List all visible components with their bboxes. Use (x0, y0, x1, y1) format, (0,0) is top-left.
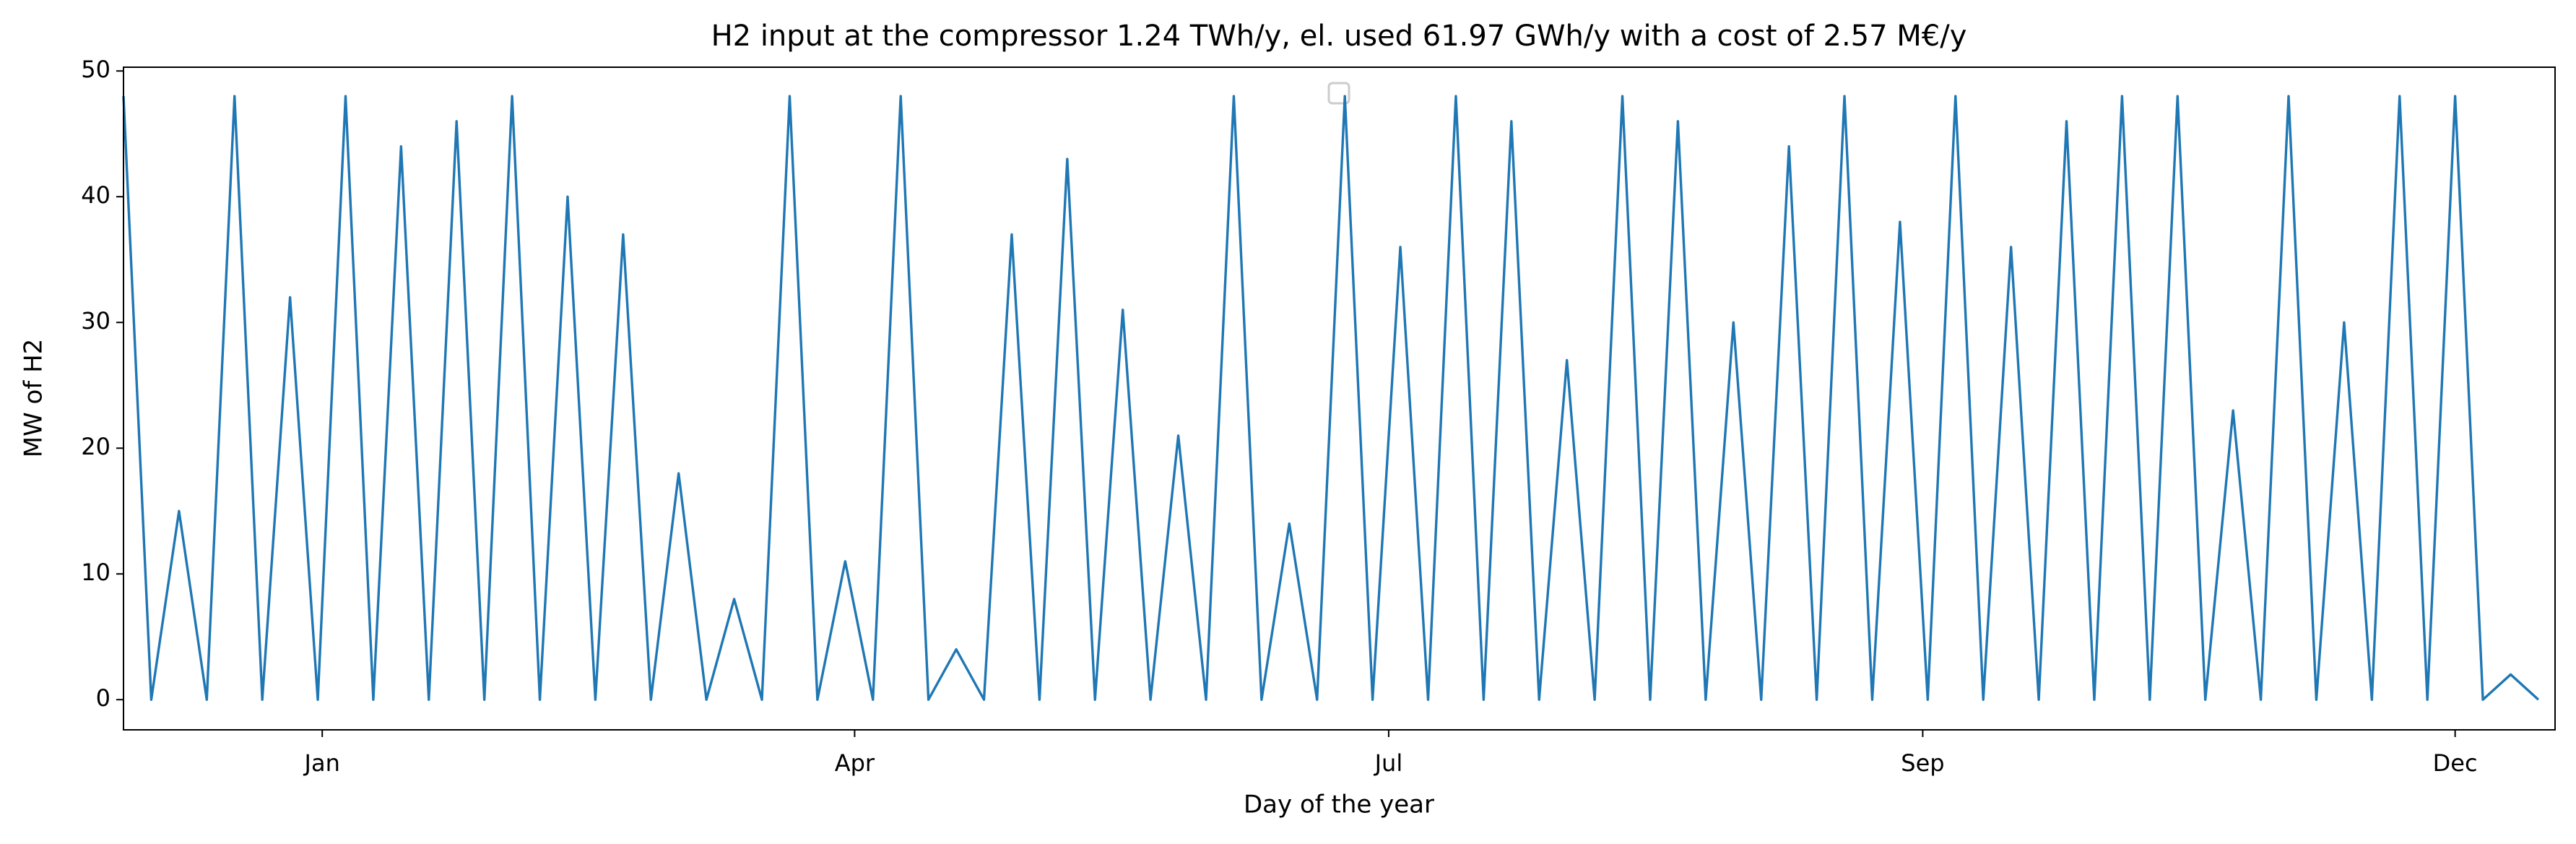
x-tick-label: Apr (835, 749, 875, 777)
x-tick-label: Jul (1374, 749, 1403, 777)
y-tick-label: 0 (96, 684, 110, 712)
y-axis-label: MW of H2 (19, 339, 48, 458)
chart-title: H2 input at the compressor 1.24 TWh/y, e… (711, 20, 1967, 53)
x-axis-label: Day of the year (1244, 791, 1434, 819)
line-series (122, 95, 2540, 701)
x-tick-label: Jan (303, 749, 340, 777)
y-tick-label: 20 (81, 433, 110, 460)
y-tick-label: 50 (81, 56, 110, 83)
x-tick-label: Sep (1901, 749, 1944, 777)
plot-frame (123, 66, 2556, 731)
y-tick-label: 40 (81, 181, 110, 209)
x-tick-label: Dec (2433, 749, 2478, 777)
y-tick-label: 10 (81, 559, 110, 586)
y-tick-label: 30 (81, 307, 110, 335)
